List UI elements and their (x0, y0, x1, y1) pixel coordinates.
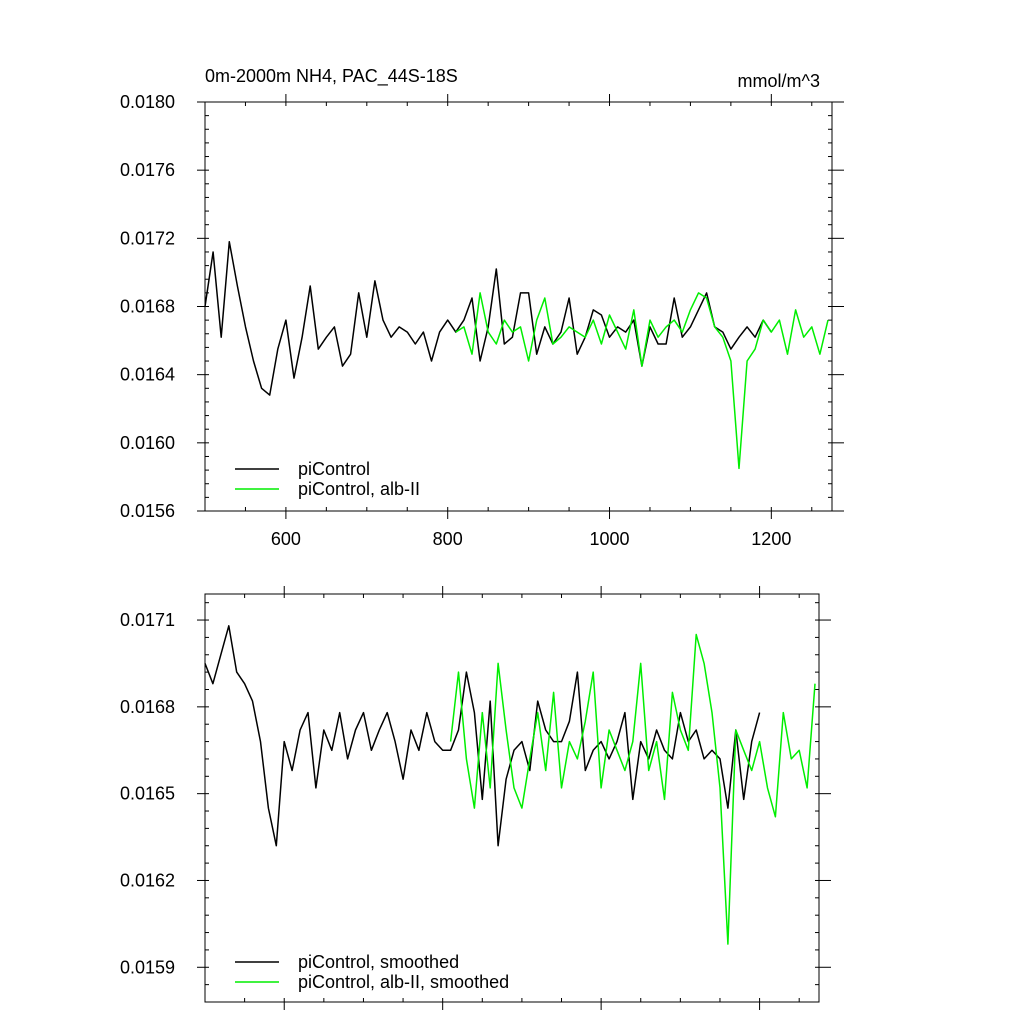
y-tick-label: 0.0159 (120, 957, 175, 977)
y-tick-label: 0.0164 (120, 365, 175, 385)
bottom-plot-frame (204, 593, 820, 1003)
chart-title: 0m-2000m NH4, PAC_44S-18S (205, 66, 458, 87)
bottom-legend: piControl, smoothed piControl, alb-II, s… (235, 952, 509, 992)
y-tick-label: 0.0172 (120, 228, 175, 248)
y-tick-label: 0.0162 (120, 870, 175, 890)
y-tick-label: 0.0180 (120, 92, 175, 112)
top-series-group (204, 240, 829, 470)
x-tick-label: 800 (433, 529, 463, 549)
legend-label-albII-smoothed: piControl, alb-II, smoothed (298, 972, 509, 992)
bottom-axis-ticks: 0.0159 0.0162 0.0165 0.0168 0.0171 (120, 586, 831, 1010)
y-tick-label: 0.0176 (120, 160, 175, 180)
legend-label-albII: piControl, alb-II (298, 479, 420, 499)
series-line-0 (204, 240, 772, 396)
series-line-1 (455, 292, 829, 470)
series-line-0 (204, 625, 761, 847)
y-tick-label: 0.0165 (120, 784, 175, 804)
top-legend: piControl piControl, alb-II (235, 459, 420, 499)
x-tick-label: 1200 (751, 529, 791, 549)
legend-label-smoothed: piControl, smoothed (298, 952, 459, 972)
y-tick-label: 0.0171 (120, 610, 175, 630)
y-tick-label: 0.0168 (120, 297, 175, 317)
legend-label-piControl: piControl (298, 459, 370, 479)
y-tick-label: 0.0160 (120, 433, 175, 453)
x-tick-label: 1000 (589, 529, 629, 549)
y-tick-label: 0.0156 (120, 501, 175, 521)
top-axis-ticks: 600 800 1000 1200 0.0156 0.0160 0.0164 0.0168 0.… (120, 92, 844, 549)
x-tick-label: 600 (271, 529, 301, 549)
series-line-1 (449, 633, 816, 945)
units-label: mmol/m^3 (738, 71, 820, 91)
bottom-series-group (204, 625, 816, 945)
y-tick-label: 0.0168 (120, 697, 175, 717)
